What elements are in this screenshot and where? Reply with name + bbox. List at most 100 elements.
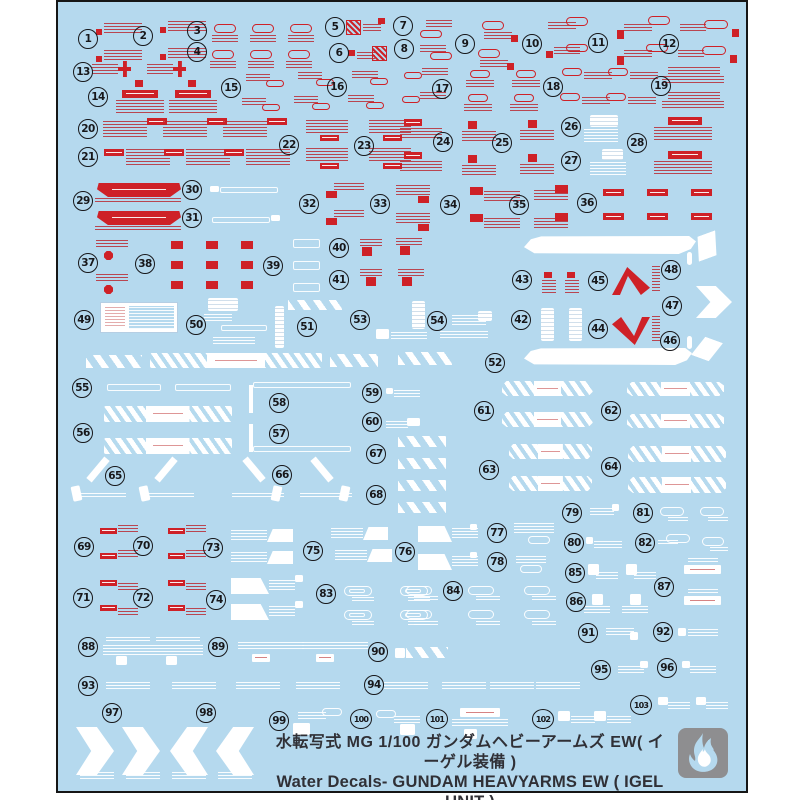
decal-rtx: [306, 120, 348, 133]
decal-hband: [398, 352, 452, 365]
decal-number-marker-56: 56: [73, 423, 93, 443]
decal-trap: [97, 211, 181, 225]
decal-number-marker-8: 8: [394, 39, 414, 59]
decal-number-marker-67: 67: [366, 444, 386, 464]
decal-btx: [658, 540, 678, 546]
decal-rsq: [468, 121, 477, 129]
decal-rtx: [462, 165, 496, 175]
decal-rsq: [507, 63, 514, 70]
decal-rtx: [163, 121, 207, 137]
decal-btx: [688, 589, 718, 595]
decal-rsq: [730, 55, 737, 63]
decal-rtx: [288, 35, 314, 43]
decal-wsq: [612, 504, 619, 511]
decal-wlabel: [684, 596, 721, 605]
decal-btx: [452, 556, 478, 567]
sheet-title: 水転写式 MG 1/100 ガンダムヘビーアームズ EW( イーゲル装備 ) W…: [268, 733, 672, 800]
decal-rsq: [326, 191, 337, 198]
decal-rtx: [95, 226, 181, 231]
decal-rtx: [169, 100, 217, 113]
decal-blade: [524, 236, 696, 254]
decal-rbar: [383, 135, 402, 141]
decal-rpill: [648, 16, 670, 25]
decal-wsq: [395, 648, 405, 658]
decal-rtx: [628, 97, 656, 106]
decal-wout: [253, 446, 351, 452]
decal-hband: [398, 480, 446, 491]
decal-rbar: [147, 118, 167, 125]
decal-rsq: [241, 241, 253, 249]
decal-band2: [509, 444, 592, 459]
decal-number-marker-2: 2: [133, 26, 153, 46]
decal-wpill: [528, 536, 550, 544]
decal-rtx: [548, 22, 576, 31]
decal-number-marker-83: 83: [316, 584, 336, 604]
decal-wsq: [558, 711, 570, 721]
decal-rsq: [528, 154, 537, 162]
decal-btx: [231, 530, 267, 541]
decal-hband: [398, 458, 446, 469]
decal-rpill: [470, 70, 490, 78]
decal-rtx: [680, 24, 706, 33]
decal-kbit2: [231, 578, 269, 594]
decal-rsq: [418, 224, 429, 231]
decal-rtx: [334, 210, 364, 219]
decal-btx: [106, 682, 150, 689]
decal-number-marker-78: 78: [487, 552, 507, 572]
decal-hband: [398, 436, 446, 447]
decal-wtab: [412, 301, 425, 329]
decal-rsq: [96, 29, 102, 35]
decal-rbar: [404, 119, 422, 126]
decal-wsq: [678, 628, 686, 636]
decal-wsq: [293, 723, 310, 735]
decal-wpill: [702, 537, 724, 546]
decal-wsq: [407, 418, 420, 426]
decal-rtx: [400, 161, 442, 173]
decal-wsq: [588, 564, 599, 575]
decal-wsq: [682, 661, 690, 668]
decal-rbar: [383, 163, 402, 169]
decal-btx: [584, 606, 610, 613]
decal-number-marker-14: 14: [88, 87, 108, 107]
decal-btx: [232, 493, 284, 499]
decal-number-marker-100: 100: [350, 709, 372, 729]
decal-rsq: [470, 214, 483, 222]
decal-btx: [236, 682, 280, 689]
decal-btx: [440, 331, 488, 339]
decal-rtx: [334, 183, 364, 192]
decal-wout: [293, 283, 320, 292]
decal-number-marker-66: 66: [272, 465, 292, 485]
decal-number-marker-38: 38: [135, 254, 155, 274]
decal-rsq: [418, 196, 429, 203]
decal-number-marker-1: 1: [78, 29, 98, 49]
decal-rtx: [668, 67, 720, 74]
decal-wsq: [470, 524, 477, 530]
decal-rtx: [466, 80, 494, 88]
decal-rtx: [630, 72, 658, 81]
brand-flame-logo: [678, 728, 728, 778]
decal-wpill: [406, 610, 432, 619]
decal-kbit2: [231, 604, 269, 620]
decal-hband: [398, 502, 446, 513]
decal-wsq: [376, 329, 389, 339]
decal-rpill: [370, 78, 388, 85]
decal-wout: [212, 217, 270, 223]
decal-rtx: [520, 164, 554, 174]
decal-number-marker-13: 13: [73, 62, 93, 82]
decal-rtx: [462, 131, 496, 141]
decal-number-marker-35: 35: [509, 195, 529, 215]
decal-number-marker-21: 21: [78, 147, 98, 167]
decal-rsq: [160, 54, 166, 60]
decal-rsq: [402, 277, 412, 286]
decal-number-marker-60: 60: [362, 412, 382, 432]
decal-rtx: [369, 148, 411, 161]
decal-number-marker-76: 76: [395, 542, 415, 562]
decal-wsq: [626, 564, 637, 575]
decal-number-marker-82: 82: [635, 533, 655, 553]
decal-wpill: [468, 610, 494, 619]
decal-btx: [688, 629, 718, 636]
decal-rtx: [286, 61, 312, 69]
decal-number-marker-24: 24: [433, 132, 453, 152]
decal-wsq: [271, 215, 280, 221]
decal-rtx: [96, 274, 128, 283]
